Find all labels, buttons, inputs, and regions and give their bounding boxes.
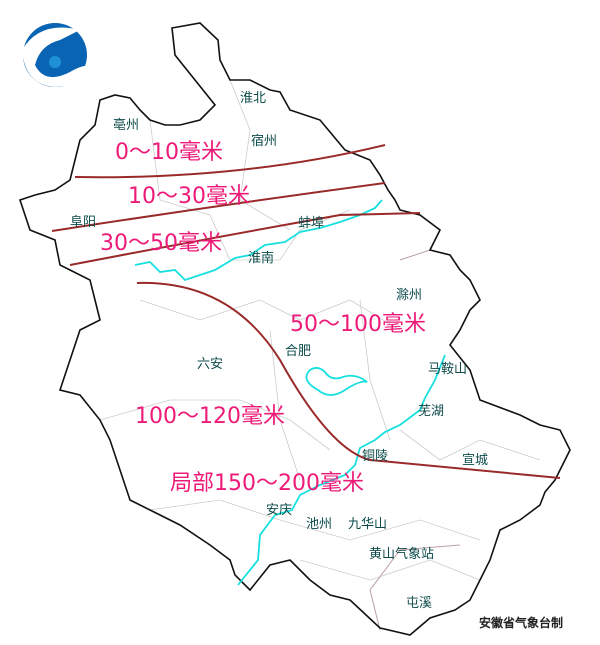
city-labels: 淮北 亳州 宿州 阜阳 淮南 蚌埠 滁州 合肥 六安 马鞍山 芜湖 铜陵 宣城 … <box>70 91 488 611</box>
city-label: 屯溪 <box>406 596 432 611</box>
rivers <box>134 199 446 586</box>
rain-label: 30～50毫米 <box>100 231 222 256</box>
county-boundaries <box>99 79 541 581</box>
city-label: 合肥 <box>285 344 311 359</box>
logo-dot <box>49 56 61 68</box>
isoline-50 <box>69 212 421 266</box>
city-label: 蚌埠 <box>298 216 324 231</box>
rain-label: 50～100毫米 <box>290 312 426 337</box>
rain-label: 100～120毫米 <box>135 404 285 429</box>
rain-labels: 0～10毫米 10～30毫米 30～50毫米 50～100毫米 100～120毫… <box>100 140 426 496</box>
isolines <box>51 144 561 479</box>
city-label: 滁州 <box>396 287 422 303</box>
logo-wave <box>22 27 100 87</box>
city-label: 宿州 <box>251 133 277 149</box>
city-label: 淮南 <box>248 250 274 266</box>
isoline-30 <box>51 182 386 232</box>
city-boundaries <box>369 249 461 631</box>
city-label: 马鞍山 <box>428 361 467 377</box>
city-label: 池州 <box>306 517 332 532</box>
city-label: 铜陵 <box>362 449 388 464</box>
province-boundary <box>18 22 571 636</box>
chaohu-lake <box>305 367 368 396</box>
city-label: 安庆 <box>266 503 292 518</box>
rain-label: 局部150～200毫米 <box>170 471 364 496</box>
city-label: 黄山气象站 <box>369 546 434 562</box>
isoline-10 <box>74 144 386 179</box>
city-label: 亳州 <box>113 117 139 133</box>
rain-label: 10～30毫米 <box>128 184 250 209</box>
yangtze-river <box>237 354 446 586</box>
city-label: 淮北 <box>240 91 266 106</box>
isoline-100 <box>136 281 561 479</box>
rain-label: 0～10毫米 <box>115 140 223 165</box>
city-label: 芜湖 <box>418 404 444 419</box>
city-label: 九华山 <box>348 517 387 532</box>
logo <box>22 23 100 87</box>
city-label: 阜阳 <box>70 214 96 230</box>
city-label: 宣城 <box>462 452 488 468</box>
credit-text: 安徽省气象台制 <box>479 615 563 630</box>
city-label: 六安 <box>197 357 223 372</box>
huai-river <box>134 199 383 282</box>
